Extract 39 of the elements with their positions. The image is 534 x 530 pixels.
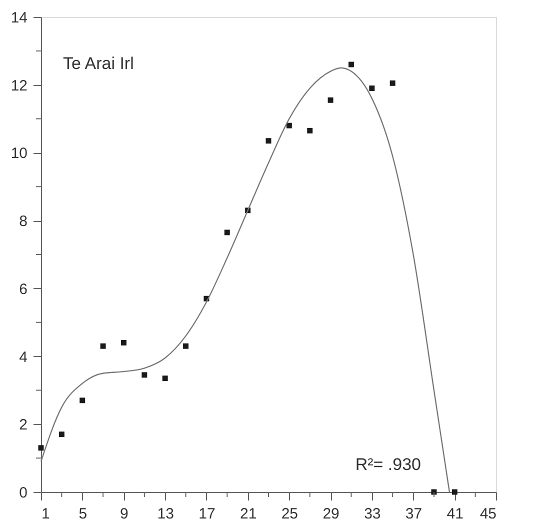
point: [307, 128, 313, 134]
x-tick-label: 17: [198, 506, 216, 522]
x-tick-label: 13: [157, 506, 174, 522]
point: [369, 86, 375, 91]
point: [452, 489, 458, 495]
point: [120, 340, 126, 346]
point: [266, 138, 272, 144]
y-tick-label: 4: [19, 348, 28, 366]
x-tick-label: 33: [364, 506, 381, 522]
point: [162, 376, 168, 382]
point: [183, 343, 189, 349]
y-tick-label: 6: [19, 280, 28, 298]
x-tick-label: 25: [281, 506, 298, 522]
text: Te Arai Irl: [63, 54, 134, 73]
point: [58, 432, 64, 438]
y-tick-label: 0: [19, 484, 28, 502]
x-tick-label: 21: [240, 506, 257, 522]
y-tick-label: 12: [10, 77, 28, 94]
x-tick-label: 1: [42, 506, 50, 522]
x-tick-label: 5: [78, 506, 88, 522]
x-tick-label: 41: [446, 506, 464, 522]
point: [38, 445, 44, 451]
y-tick-label: 10: [10, 145, 28, 162]
x-tick-label: 45: [480, 506, 496, 522]
y-tick-label: 2: [19, 416, 28, 434]
point: [390, 80, 396, 86]
point: [286, 122, 292, 128]
point: [224, 230, 230, 236]
x-tick-label: 9: [120, 506, 128, 522]
annotation: R²= .930: [355, 455, 421, 474]
x-tick-label: 37: [405, 506, 422, 522]
y-tick-label: 8: [19, 213, 28, 230]
point: [100, 343, 106, 349]
point: [348, 62, 354, 68]
x-tick-label: 29: [322, 506, 340, 522]
point: [142, 372, 148, 378]
point: [328, 97, 334, 103]
point: [80, 398, 86, 404]
y-tick-label: 14: [10, 10, 28, 26]
